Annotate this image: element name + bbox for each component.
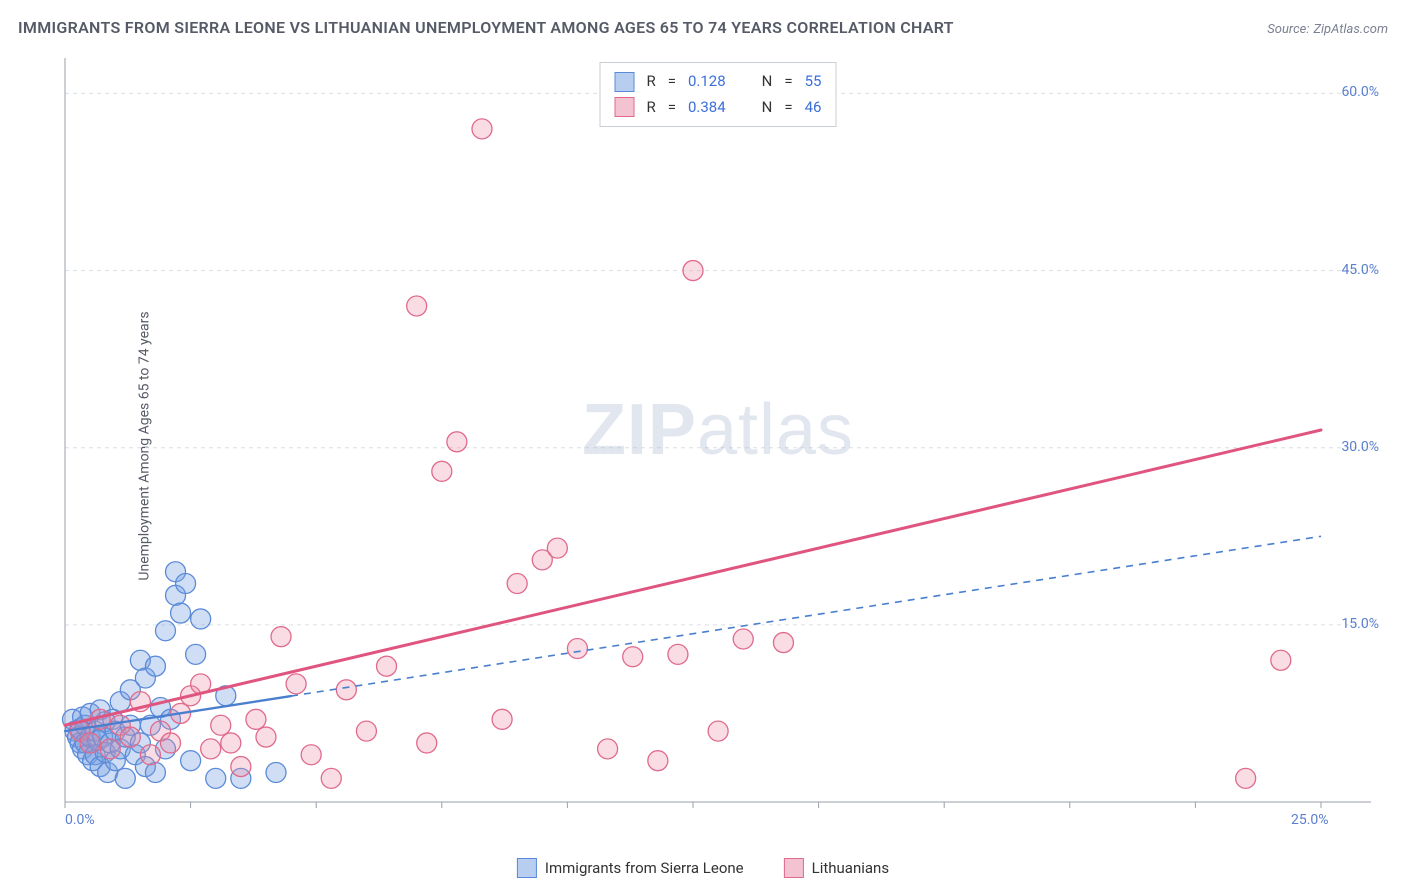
chart-title: IMMIGRANTS FROM SIERRA LEONE VS LITHUANI… bbox=[18, 18, 954, 37]
x-tick-label: 25.0% bbox=[1291, 812, 1329, 828]
series-swatch-1 bbox=[784, 858, 804, 878]
source-name: ZipAtlas.com bbox=[1313, 22, 1388, 37]
y-grid-label: 15.0% bbox=[1341, 616, 1379, 632]
legend-n-value-0: 55 bbox=[805, 69, 822, 95]
series-swatch-0 bbox=[517, 858, 537, 878]
scatter-plot-svg bbox=[55, 58, 1381, 832]
y-grid-label: 60.0% bbox=[1341, 84, 1379, 100]
y-grid-label: 30.0% bbox=[1341, 439, 1379, 455]
series-legend-item-1: Lithuanians bbox=[784, 858, 889, 878]
legend-r-label-1: R bbox=[647, 95, 656, 121]
legend-eq-0a: = bbox=[668, 69, 676, 95]
correlation-legend: R = 0.128 N = 55 R = 0.384 N = 46 bbox=[600, 62, 837, 127]
plot-area: ZIPatlas R = 0.128 N = 55 R = 0.384 N = … bbox=[55, 58, 1381, 832]
legend-eq-1a: = bbox=[668, 95, 676, 121]
source-label: Source: bbox=[1267, 22, 1309, 37]
legend-r-value-1: 0.384 bbox=[688, 95, 726, 121]
legend-row-1: R = 0.384 N = 46 bbox=[615, 95, 822, 121]
legend-n-label-0: N bbox=[762, 69, 773, 95]
series-label-1: Lithuanians bbox=[812, 859, 889, 877]
legend-swatch-0 bbox=[615, 72, 635, 92]
series-legend: Immigrants from Sierra Leone Lithuanians bbox=[517, 858, 889, 878]
legend-swatch-1 bbox=[615, 97, 635, 117]
series-label-0: Immigrants from Sierra Leone bbox=[545, 859, 744, 877]
series-legend-item-0: Immigrants from Sierra Leone bbox=[517, 858, 744, 878]
legend-r-value-0: 0.128 bbox=[688, 69, 726, 95]
legend-n-label-1: N bbox=[762, 95, 773, 121]
x-tick-label: 0.0% bbox=[65, 812, 95, 828]
legend-eq-0b: = bbox=[784, 69, 792, 95]
legend-row-0: R = 0.128 N = 55 bbox=[615, 69, 822, 95]
source-attribution: Source: ZipAtlas.com bbox=[1267, 18, 1388, 37]
legend-n-value-1: 46 bbox=[805, 95, 822, 121]
y-grid-label: 45.0% bbox=[1341, 262, 1379, 278]
legend-r-label-0: R bbox=[647, 69, 656, 95]
legend-eq-1b: = bbox=[784, 95, 792, 121]
